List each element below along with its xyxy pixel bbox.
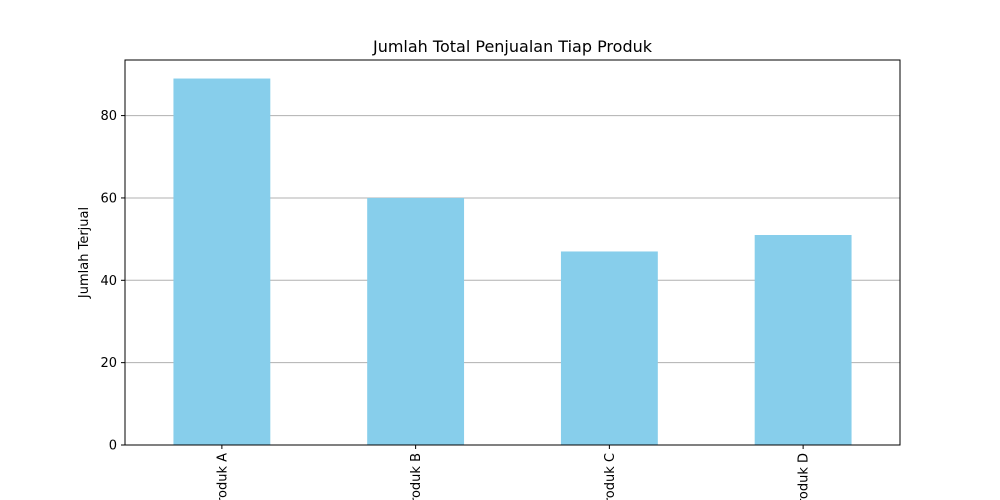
y-tick-label: 40 <box>100 274 117 289</box>
bar-produk-b <box>367 197 465 445</box>
y-tick-label: 0 <box>109 439 117 454</box>
y-tick-label: 80 <box>100 109 117 124</box>
x-tick-label: Produk A <box>215 453 230 500</box>
y-tick-label: 20 <box>100 356 117 371</box>
plot-frame <box>124 59 901 446</box>
bars <box>173 78 852 445</box>
y-tick-label: 60 <box>100 191 117 206</box>
y-axis-ticks: 0 20 40 60 80 <box>100 109 125 454</box>
x-tick-label: Produk C <box>603 453 618 500</box>
x-tick-label: Produk D <box>797 453 812 500</box>
bar-produk-d <box>754 235 852 445</box>
y-axis-label: Jumlah Terjual <box>77 207 92 299</box>
bar-produk-a <box>173 78 271 445</box>
bar-produk-c <box>560 251 658 445</box>
chart-title: Jumlah Total Penjualan Tiap Produk <box>372 37 653 56</box>
x-axis-ticks: Produk A Produk B Produk C Produk D <box>215 445 812 500</box>
x-tick-label: Produk B <box>409 453 424 500</box>
